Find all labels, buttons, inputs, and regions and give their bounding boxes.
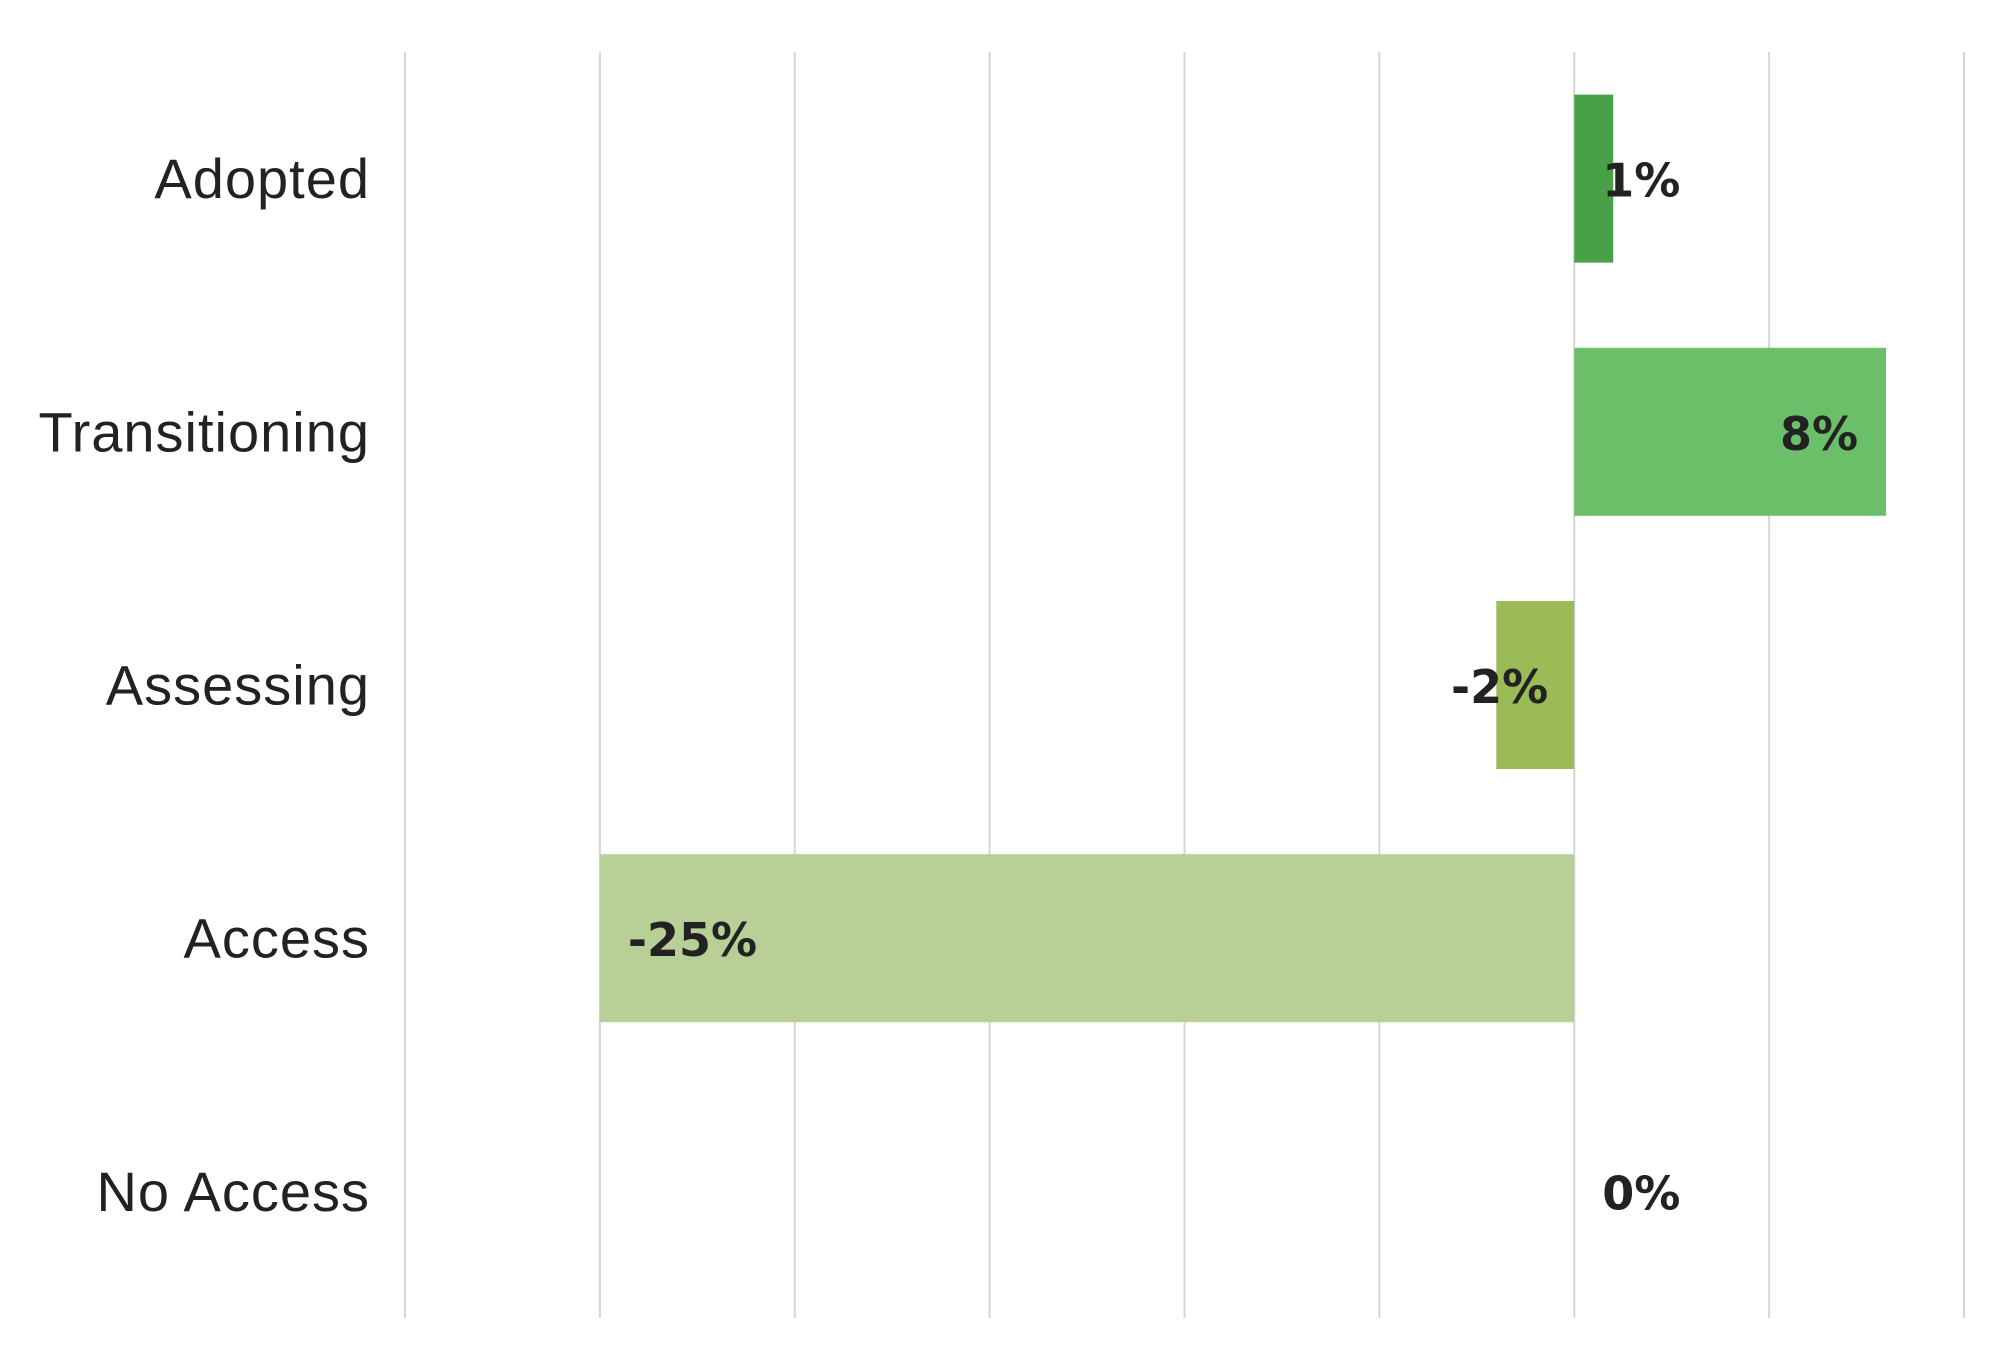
data-label: 0% xyxy=(1602,1166,1680,1220)
category-label: Adopted xyxy=(154,147,370,210)
bars xyxy=(599,94,1887,1023)
category-label: Access xyxy=(184,907,371,970)
bar-access xyxy=(599,854,1575,1023)
data-label: -2% xyxy=(1451,660,1548,714)
category-label: Assessing xyxy=(106,654,370,717)
bar-assessing xyxy=(1496,601,1575,769)
bar-transitioning xyxy=(1574,347,1887,516)
data-label: 8% xyxy=(1780,407,1858,461)
data-label: 1% xyxy=(1602,154,1680,208)
data-label: -25% xyxy=(628,913,757,967)
bar-adopted xyxy=(1574,94,1614,263)
category-label: Transitioning xyxy=(38,400,370,463)
data-labels: 1% 8% -2% -25% 0% xyxy=(628,154,1858,1221)
gridlines xyxy=(404,52,1965,1318)
category-labels: Adopted Transitioning Assessing Access No Ac… xyxy=(38,147,371,1223)
category-label: No Access xyxy=(96,1160,370,1223)
